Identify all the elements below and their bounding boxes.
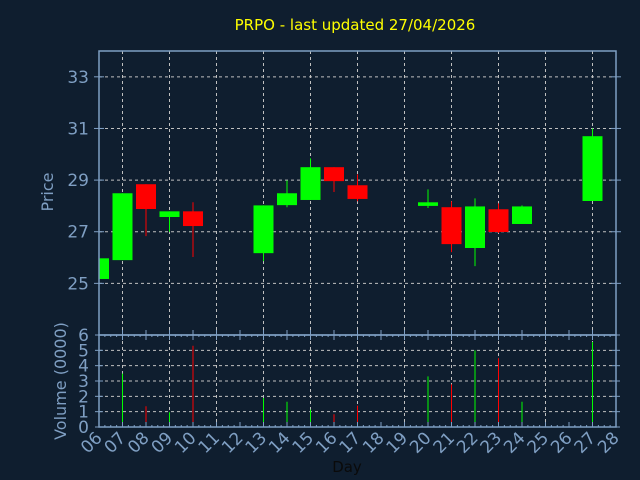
candle-body	[183, 211, 203, 227]
y-axis-label: Price	[38, 172, 57, 211]
volume-tick-label: 6	[78, 326, 89, 346]
volume-tick-label: 4	[78, 357, 89, 377]
volume-tick-label: 3	[78, 372, 89, 392]
candle-body	[253, 205, 274, 254]
candles	[99, 128, 603, 279]
volume-tick-label: 2	[78, 387, 89, 407]
x-axis-label: Day	[332, 458, 362, 476]
chart-title: PRPO - last updated 27/04/2026	[235, 16, 476, 34]
volume-tick-label: 1	[78, 403, 89, 423]
price-tick-label: 33	[67, 68, 89, 88]
price-tick-label: 29	[67, 171, 89, 191]
price-tick-label: 31	[67, 119, 89, 139]
volume-tick-label: 5	[78, 341, 89, 361]
candle-body	[465, 206, 485, 248]
candle-body	[582, 136, 603, 202]
price-tick-label: 25	[67, 274, 89, 294]
price-tick-label: 27	[67, 223, 89, 243]
candle-body	[112, 193, 133, 261]
candle-body	[418, 202, 438, 206]
candle-body	[347, 185, 368, 199]
candle-body	[277, 193, 297, 206]
volume-tick-label: 0	[78, 418, 89, 438]
candle-body	[99, 258, 109, 279]
candle-body	[324, 167, 344, 182]
candle-body	[441, 207, 462, 245]
candle-body	[300, 167, 321, 200]
candle-body	[159, 211, 180, 218]
candle-body	[488, 209, 509, 232]
volume-axis-label: Volume (0000)	[51, 322, 70, 440]
day-tick-label: 28	[594, 428, 623, 457]
candle-body	[136, 184, 156, 210]
candle-body	[512, 206, 532, 224]
